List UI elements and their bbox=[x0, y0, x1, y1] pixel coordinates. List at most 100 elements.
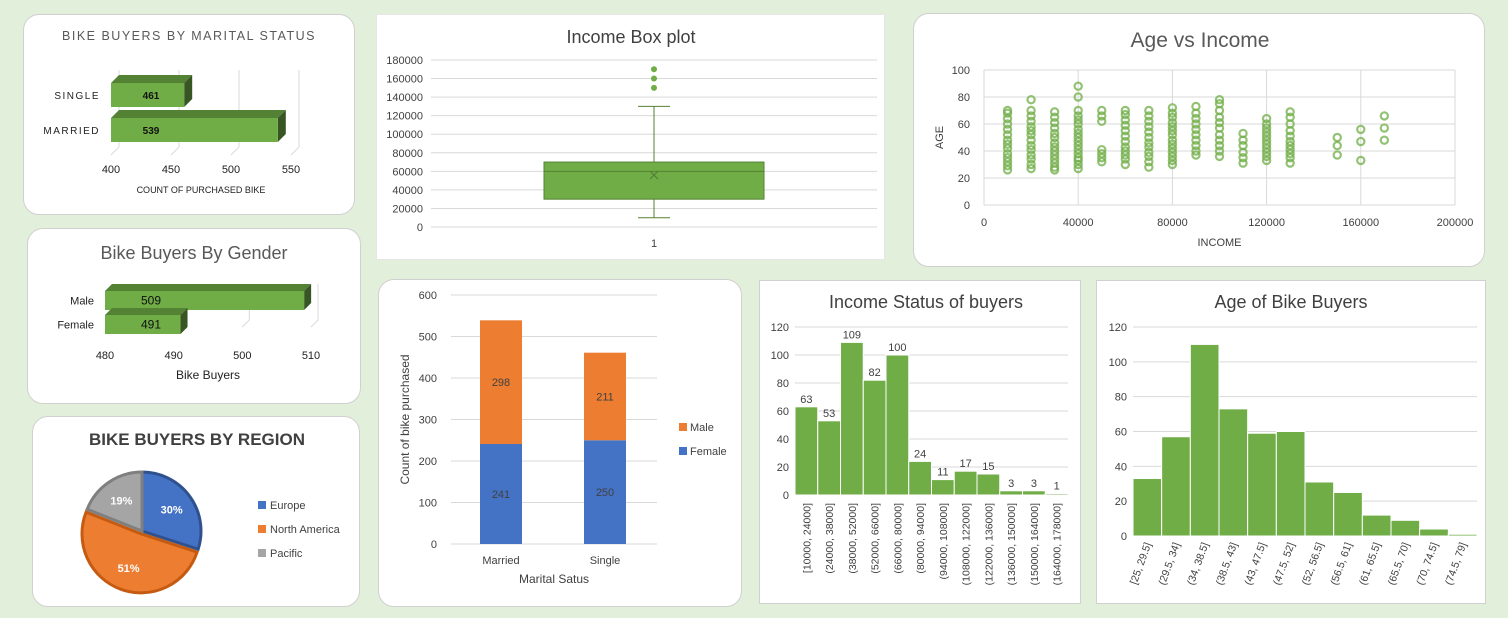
histogram-bar bbox=[1361, 514, 1392, 537]
scatter-point bbox=[1026, 116, 1036, 127]
y-tick-label: 0 bbox=[1121, 531, 1127, 543]
scatter-point bbox=[1144, 138, 1154, 148]
scatter-point bbox=[1167, 108, 1178, 118]
scatter-point bbox=[1285, 158, 1295, 168]
age-hist-card: Age of Bike Buyers 0 20 40 60 80 100 120 [25, 29… bbox=[1096, 280, 1486, 604]
data-label: 100 bbox=[888, 342, 906, 354]
outlier-point bbox=[651, 75, 657, 82]
scatter-point bbox=[1073, 124, 1083, 135]
scatter-point bbox=[1144, 105, 1154, 116]
y-tick-label: 60 bbox=[777, 406, 789, 418]
scatter-point bbox=[1026, 105, 1036, 116]
scatter-point bbox=[1049, 142, 1060, 152]
legend-swatch bbox=[258, 501, 266, 509]
x-tick-label: (70, 74.5] bbox=[1414, 541, 1440, 587]
scatter-point bbox=[1285, 131, 1295, 141]
income-histogram-chart: Income Status of buyers 0 20 40 60 80 100 120 63… bbox=[771, 292, 1069, 585]
category-label: Male bbox=[70, 296, 94, 308]
histogram-bar bbox=[862, 379, 887, 496]
scatter-point bbox=[1144, 157, 1154, 167]
scatter-point bbox=[1332, 132, 1342, 143]
x-tick-label: (29.5, 34] bbox=[1156, 541, 1182, 587]
scatter-point bbox=[1026, 144, 1036, 155]
x-tick-label: 490 bbox=[164, 350, 182, 362]
scatter-point bbox=[1191, 140, 1201, 151]
scatter-point bbox=[1026, 94, 1036, 105]
scatter-point bbox=[1073, 128, 1083, 139]
data-label: 11 bbox=[937, 467, 948, 479]
legend-swatch bbox=[679, 447, 687, 455]
scatter-point bbox=[1285, 136, 1295, 147]
y-tick-label: 20 bbox=[1115, 496, 1127, 508]
scatter-point bbox=[1097, 111, 1107, 121]
x-axis-title: Bike Buyers bbox=[176, 368, 240, 382]
scatter-point bbox=[1049, 138, 1060, 148]
scatter-point bbox=[1097, 105, 1107, 116]
gender-chart: Bike Buyers By Gender 480 490 500 510 509 Male… bbox=[57, 243, 320, 382]
x-tick-label: 200000 bbox=[1437, 217, 1474, 229]
y-tick-label: 0 bbox=[783, 490, 789, 502]
bar-side bbox=[180, 308, 188, 334]
scatter-point bbox=[1002, 119, 1013, 129]
scatter-card: Age vs Income 0 20 40 60 80 100 0 40000 80000 1200… bbox=[913, 13, 1485, 267]
chart-title: BIKE BUYERS BY REGION bbox=[89, 430, 305, 449]
x-tick-label: (43, 47.5] bbox=[1242, 541, 1268, 587]
x-tick-label: (65.5, 70] bbox=[1386, 541, 1412, 587]
x-tick-label: (108000, 122000] bbox=[961, 503, 973, 585]
scatter-point bbox=[1191, 135, 1201, 145]
scatter-point bbox=[1002, 135, 1013, 145]
y-tick-label: 100 bbox=[419, 498, 437, 510]
scatter-point bbox=[1049, 107, 1060, 117]
x-tick-label: (122000, 136000] bbox=[983, 503, 995, 585]
bar bbox=[111, 83, 185, 107]
scatter-point bbox=[1144, 127, 1154, 137]
grid-diag bbox=[110, 146, 120, 156]
data-label: 53 bbox=[823, 408, 835, 420]
x-tick-label: (150000, 164000] bbox=[1029, 503, 1041, 585]
histogram-bar bbox=[1189, 343, 1220, 537]
scatter-point bbox=[1120, 115, 1130, 125]
chart-title: Income Box plot bbox=[566, 27, 695, 47]
bar-segment bbox=[480, 320, 522, 444]
histogram-bar bbox=[794, 406, 819, 496]
histogram-bar bbox=[1419, 528, 1449, 537]
y-tick-label: 20 bbox=[777, 462, 789, 474]
pie-slice bbox=[80, 510, 199, 595]
histogram-bar bbox=[931, 479, 955, 496]
y-tick-label: 40000 bbox=[392, 185, 423, 197]
scatter-point bbox=[1120, 105, 1130, 116]
x-tick-label: (136000, 150000] bbox=[1006, 503, 1018, 585]
bar-top bbox=[105, 308, 188, 315]
scatter-point bbox=[1026, 135, 1036, 145]
bar bbox=[105, 315, 181, 334]
scatter-point bbox=[1073, 81, 1083, 91]
data-label: 241 bbox=[492, 489, 510, 501]
grid-diag bbox=[170, 146, 180, 156]
bar-top bbox=[111, 75, 193, 83]
age-histogram-chart: Age of Bike Buyers 0 20 40 60 80 100 120 [25, 29… bbox=[1109, 292, 1478, 587]
scatter-point bbox=[1120, 109, 1130, 120]
scatter-point bbox=[1002, 148, 1013, 159]
scatter-point bbox=[1026, 150, 1036, 160]
x-tick-label: (94000, 108000] bbox=[938, 503, 950, 580]
y-tick-label: 100 bbox=[1109, 357, 1127, 369]
data-label: 24 bbox=[914, 448, 926, 460]
gender-card: Bike Buyers By Gender 480 490 500 510 509 Male… bbox=[27, 228, 361, 404]
y-tick-label: 0 bbox=[964, 200, 970, 212]
scatter-point bbox=[1214, 123, 1225, 133]
x-tick-label: Married bbox=[482, 555, 519, 567]
y-tick-label: 60 bbox=[1115, 427, 1127, 439]
scatter-point bbox=[1167, 135, 1178, 145]
x-tick-label: 120000 bbox=[1248, 217, 1285, 229]
histogram-bar bbox=[953, 470, 978, 496]
scatter-point bbox=[1120, 136, 1130, 147]
scatter-point bbox=[1238, 153, 1248, 163]
data-label: 19% bbox=[110, 496, 132, 508]
x-tick-label: 400 bbox=[102, 164, 120, 176]
data-label: 211 bbox=[596, 391, 614, 403]
scatter-point bbox=[1144, 111, 1154, 121]
bar bbox=[111, 118, 278, 142]
scatter-point bbox=[1002, 139, 1013, 149]
bar-segment bbox=[584, 440, 626, 544]
scatter-point bbox=[1002, 105, 1013, 116]
